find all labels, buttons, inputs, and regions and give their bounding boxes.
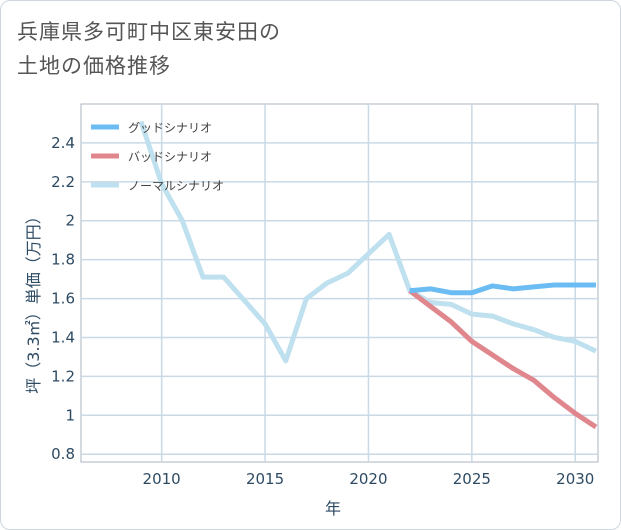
x-tick-label: 2010 [143,470,181,488]
y-tick-label: 1.6 [51,290,75,308]
x-tick-label: 2030 [556,470,594,488]
y-tick-label: 1.8 [51,251,75,269]
y-tick-label: 1.4 [51,328,75,346]
legend-label: バッドシナリオ [128,150,212,164]
y-tick-label: 2.4 [51,134,75,152]
legend-label: グッドシナリオ [128,121,212,135]
x-axis-label: 年 [325,499,341,518]
plot-area [80,103,599,463]
series-line-2 [138,120,597,364]
legend-label: ノーマルシナリオ [128,179,224,193]
title-line-1: 兵庫県多可町中区東安田の [17,20,281,44]
y-tick-label: 1.2 [51,367,75,385]
x-tick-label: 2025 [453,470,491,488]
y-tick-label: 1 [65,406,75,424]
series-line-1 [408,288,598,430]
y-axis-label: 坪（3.3㎡）単価（万円） [24,208,43,393]
chart-title: 兵庫県多可町中区東安田の 土地の価格推移 [17,15,281,83]
x-tick-label: 2015 [246,470,284,488]
y-tick-label: 0.8 [51,445,75,463]
title-line-2: 土地の価格推移 [17,54,171,78]
y-tick-label: 2.2 [51,173,75,191]
x-tick-label: 2020 [349,470,387,488]
series-line-0 [409,282,596,296]
y-tick-label: 2 [65,212,75,230]
